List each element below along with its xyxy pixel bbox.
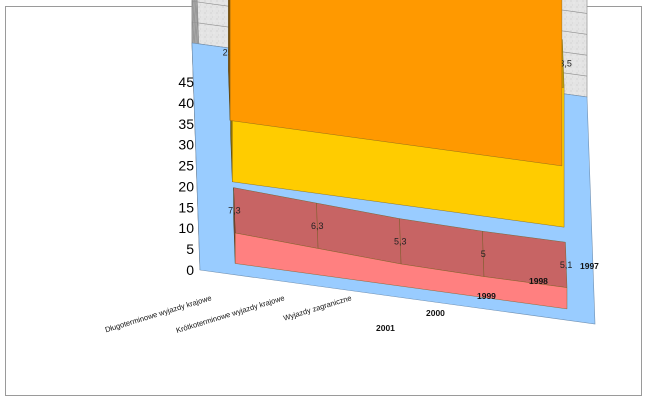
y-tick-label: 15 [178,199,194,215]
data-label: 5,3 [394,236,407,246]
y-tick-label: 5 [186,241,194,257]
year-label: 2000 [426,308,445,318]
ribbon-front [234,232,568,310]
y-tick-label: 10 [178,220,194,236]
y-tick-label: 45 [178,74,194,90]
data-label: 5 [481,249,486,259]
gridline-y [196,0,201,83]
y-tick-label: 0 [186,262,194,278]
y-tick-label: 35 [178,116,194,132]
ribbon-front [229,0,563,167]
gridline-y [196,0,201,103]
series-ribbons: 7,36,35,355,125,328,233,328,333,539,338,… [223,0,573,310]
year-label: 1997 [580,261,599,271]
category-labels: Długoterminowe wyjazdy krajoweKrótkoterm… [104,293,353,335]
y-tick-label: 25 [178,158,194,174]
data-label: 7,3 [228,205,241,215]
year-label: 1999 [477,291,496,301]
y-tick-label: 30 [178,137,194,153]
y-tick-label: 20 [178,178,194,194]
y-axis-tick-labels: 0 5 10 15 20 25 30 35 40 45 [178,74,194,278]
series-2: 7,3 6,3 5,3 5 5,1 [228,187,573,310]
year-labels: 2001 2000 1999 1998 1997 [376,261,599,333]
data-label: 33,5 [554,58,572,68]
year-label: 1998 [529,276,548,286]
data-label: 5,1 [560,260,573,270]
data-label: 6,3 [311,221,324,231]
category-label: Wyjazdy zagraniczne [282,293,352,322]
series-0: 39,338,240,840,444,5 [228,0,563,167]
y-tick-label: 40 [178,95,194,111]
year-label: 2001 [376,323,395,333]
